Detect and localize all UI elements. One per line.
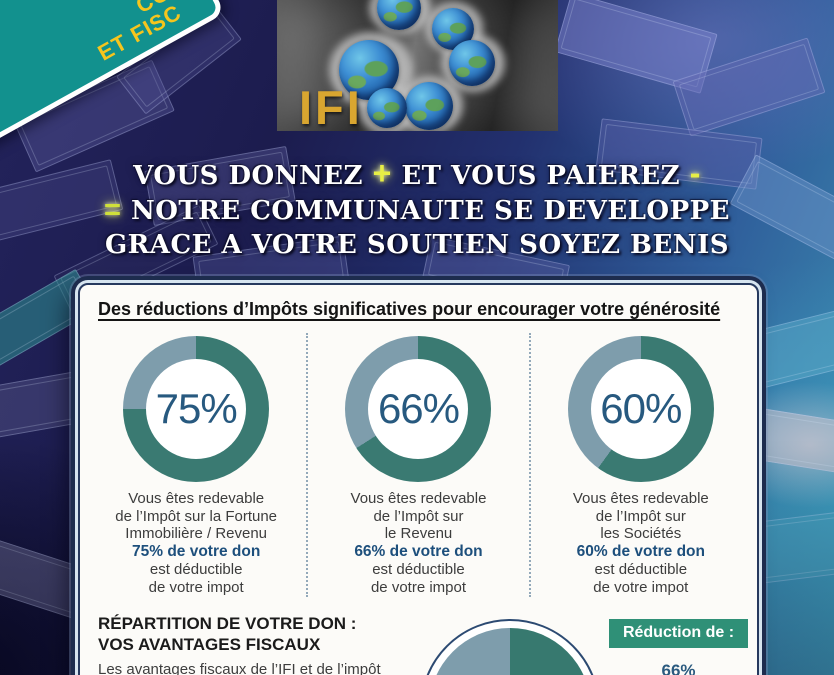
donut-percent-label: 66% xyxy=(377,385,460,432)
repartition-section: RÉPARTITION DE VOTRE DON : VOS AVANTAGES… xyxy=(80,613,757,675)
donut-chart-75: 75% xyxy=(123,336,270,482)
caption-highlight: 60% de votre don xyxy=(576,543,705,561)
globe-icon xyxy=(405,82,453,130)
donut-percent-label: 60% xyxy=(600,385,682,432)
minus-symbol: - xyxy=(689,155,701,191)
repartition-body-line1: Les avantages fiscaux de l’IFI et de l’i… xyxy=(98,661,381,675)
ifi-logo: IFI xyxy=(299,81,363,131)
headline-line3: GRACE A VOTRE SOUTIEN SOYEZ BENIS xyxy=(104,230,730,260)
caption-line: Vous êtes redevable xyxy=(572,490,709,507)
donut-caption: Vous êtes redevable de l’Impôt sur la Fo… xyxy=(94,490,298,597)
hero-image: IFI xyxy=(277,0,558,131)
equals-symbol: = xyxy=(104,194,122,226)
caption-line: est déductible xyxy=(149,561,243,579)
plus-symbol: + xyxy=(372,155,392,191)
headline-text: NOTRE COMMUNAUTE SE DEVELOPPE xyxy=(131,196,730,226)
caption-line: est déductible xyxy=(594,561,688,579)
repartition-heading-line1: RÉPARTITION DE VOTRE DON : xyxy=(98,613,357,633)
donut-chart-66: 66% xyxy=(345,336,492,482)
repartition-body: Les avantages fiscaux de l’IFI et de l’i… xyxy=(98,661,416,675)
caption-line: de votre impot xyxy=(370,579,467,597)
caption-line: est déductible xyxy=(372,561,465,579)
infographic-panel: Des réductions d’Impôts significatives p… xyxy=(78,283,759,675)
globe-icon xyxy=(449,40,495,86)
donut-caption: Vous êtes redevable de l’Impôt sur le Re… xyxy=(316,490,520,597)
caption-line: les Sociétés xyxy=(600,525,682,543)
caption-line: Immobilière / Revenu xyxy=(125,525,268,543)
donut-chart-60: 60% xyxy=(567,336,714,482)
donut-column-ifi: 75% Vous êtes redevable de l’Impôt sur l… xyxy=(86,333,306,597)
donut-column-ir: 66% Vous êtes redevable de l’Impôt sur l… xyxy=(306,333,528,597)
caption-line: Vous êtes redevable xyxy=(350,490,487,507)
headline: VOUS DONNEZ + ET VOUS PAIEREZ - = NOTRE … xyxy=(0,156,834,262)
headline-line2: = NOTRE COMMUNAUTE SE DEVELOPPE xyxy=(0,193,834,228)
headline-line1: VOUS DONNEZ + ET VOUS PAIEREZ - xyxy=(0,156,834,193)
repartition-heading: RÉPARTITION DE VOTRE DON : VOS AVANTAGES… xyxy=(98,613,416,656)
repartition-text: RÉPARTITION DE VOTRE DON : VOS AVANTAGES… xyxy=(98,613,416,675)
caption-highlight: 75% de votre don xyxy=(131,543,261,561)
caption-line: le Revenu xyxy=(384,525,453,543)
caption-highlight: 66% de votre don xyxy=(354,543,483,561)
headline-text: ET VOUS PAIEREZ xyxy=(401,161,681,191)
caption-line: de l’Impôt sur xyxy=(595,507,686,525)
repartition-pie-chart xyxy=(420,618,600,675)
caption-line: de votre impot xyxy=(593,579,689,597)
repartition-pie-inner xyxy=(429,627,591,675)
reduction-value: 66% xyxy=(661,660,696,675)
headline-text: VOUS DONNEZ xyxy=(133,161,364,191)
donut-columns: 75% Vous êtes redevable de l’Impôt sur l… xyxy=(80,333,757,597)
donut-column-is: 60% Vous êtes redevable de l’Impôt sur l… xyxy=(528,333,751,597)
caption-line: de votre impot xyxy=(148,579,244,597)
globe-icon xyxy=(367,88,407,128)
caption-line: Vous êtes redevable xyxy=(128,490,265,507)
caption-line: de l’Impôt sur xyxy=(373,507,464,525)
reduction-badge: Réduction de : xyxy=(608,618,749,648)
panel-title: Des réductions d’Impôts significatives p… xyxy=(98,299,721,319)
reduction-block: Réduction de : 66% de l’IR : xyxy=(600,613,757,675)
repartition-heading-line2: VOS AVANTAGES FISCAUX xyxy=(98,634,321,654)
caption-line: de l’Impôt sur la Fortune xyxy=(115,507,278,525)
donut-caption: Vous êtes redevable de l’Impôt sur les S… xyxy=(539,490,743,597)
donut-percent-label: 75% xyxy=(155,385,238,432)
